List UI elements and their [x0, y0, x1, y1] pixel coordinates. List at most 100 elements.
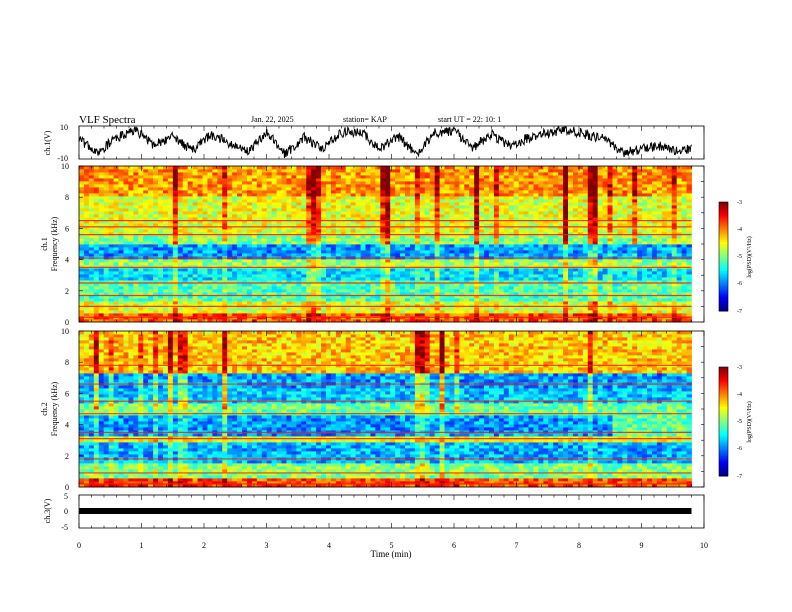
spectrogram-cell — [543, 211, 549, 215]
spectrogram-cell — [83, 304, 90, 308]
spectrogram-cell — [138, 232, 144, 236]
spectrogram-cell — [651, 220, 658, 224]
spectrogram-cell — [222, 229, 228, 233]
spectrogram-cell — [296, 268, 302, 272]
spectrogram-cell — [98, 274, 105, 278]
spectrogram-cell — [508, 253, 515, 257]
spectrogram-cell — [192, 238, 198, 242]
spectrogram-cell — [311, 235, 317, 239]
spectrogram-cell — [325, 229, 332, 233]
spectrogram-cell — [637, 307, 643, 311]
spectrogram-cell — [612, 241, 618, 245]
spectrogram-cell — [627, 262, 633, 266]
spectrogram-cell — [316, 211, 322, 215]
spectrogram-cell — [187, 307, 194, 311]
spectrogram-cell — [503, 289, 510, 293]
spectrogram-cell — [676, 217, 683, 221]
spectrogram-cell — [622, 211, 628, 215]
spectrogram-cell — [597, 244, 603, 248]
spectrogram-cell — [177, 250, 184, 254]
spectrogram-cell — [158, 304, 164, 308]
spectrogram-cell — [622, 235, 628, 239]
spectrogram-cell — [330, 298, 337, 302]
spectrogram-cell — [464, 319, 470, 323]
spectrogram-cell — [138, 292, 144, 296]
spectrogram-cell — [642, 235, 648, 239]
spectrogram-cell — [182, 214, 189, 218]
spectrogram-cell — [271, 229, 277, 233]
spectrogram-cell — [681, 304, 687, 308]
spectrogram-cell — [325, 301, 332, 305]
spectrogram-cell — [286, 286, 292, 290]
spectrogram-cell — [148, 271, 154, 275]
spectrogram-cell — [133, 217, 139, 221]
spectrogram-cell — [647, 220, 653, 224]
spectrogram-cell — [671, 238, 678, 242]
spectrogram-cell — [177, 220, 184, 224]
spectrogram-cell — [128, 271, 134, 275]
spectrogram-cell — [330, 265, 337, 269]
spectrogram-cell — [553, 280, 559, 284]
spectrogram-cell — [454, 247, 460, 251]
spectrogram-cell — [439, 319, 445, 323]
spectrogram-cell — [651, 286, 658, 290]
spectrogram-cell — [523, 220, 529, 224]
spectrogram-cell — [493, 235, 500, 239]
spectrogram-cell — [355, 280, 361, 284]
spectrogram-cell — [197, 241, 203, 245]
spectrogram-cell — [143, 307, 149, 311]
spectrogram-cell — [365, 214, 371, 218]
spectrogram-cell — [162, 232, 169, 236]
spectrogram-cell — [143, 310, 149, 314]
spectrogram-cell — [627, 205, 633, 209]
spectrogram-cell — [607, 262, 613, 266]
spectrogram-cell — [177, 277, 184, 281]
spectrogram-cell — [666, 205, 673, 209]
spectrogram-cell — [424, 310, 431, 314]
spectrogram-cell — [212, 265, 218, 269]
spectrogram-cell — [182, 310, 189, 314]
spectrogram-cell — [93, 250, 100, 254]
spectrogram-cell — [419, 319, 426, 323]
spectrogram-cell — [212, 310, 218, 314]
spectrogram-cell — [676, 223, 683, 227]
spectrogram-cell — [232, 205, 238, 209]
spectrogram-cell — [622, 232, 628, 236]
spectrogram-cell — [563, 313, 569, 317]
spectrogram-cell — [474, 304, 480, 308]
spectrogram-cell — [647, 295, 653, 299]
spectrogram-cell — [202, 289, 208, 293]
spectrogram-cell — [158, 268, 164, 272]
spectrogram-cell — [400, 208, 406, 212]
spectrogram-cell — [429, 259, 436, 263]
spectrogram-cell — [434, 286, 440, 290]
spectrogram-cell — [464, 232, 470, 236]
spectrogram-cell — [286, 319, 292, 323]
spectrogram-cell — [187, 274, 194, 278]
spectrogram-cell — [88, 223, 95, 227]
spectrogram-cell — [434, 235, 440, 239]
spectrogram-cell — [538, 235, 544, 239]
spectrogram-cell — [385, 283, 391, 287]
spectrogram-cell — [227, 265, 233, 269]
spectrogram-cell — [380, 274, 386, 278]
spectrogram-cell — [459, 280, 465, 284]
spectrogram-cell — [434, 253, 440, 257]
spectrogram-cell — [355, 271, 361, 275]
spectrogram-cell — [439, 253, 445, 257]
spectrogram-cell — [222, 271, 228, 275]
spectrogram-cell — [414, 274, 421, 278]
spectrogram-cell — [237, 220, 243, 224]
spectrogram-cell — [454, 238, 460, 242]
spectrogram-cell — [321, 235, 327, 239]
spectrogram-cell — [617, 217, 623, 221]
spectrogram-cell — [390, 280, 396, 284]
spectrogram-cell — [306, 250, 312, 254]
spectrogram-cell — [439, 289, 445, 293]
spectrogram-cell — [98, 295, 105, 299]
spectrogram-cell — [128, 208, 134, 212]
spectrogram-cell — [454, 250, 460, 254]
spectrogram-cell — [222, 220, 228, 224]
spectrogram-cell — [108, 250, 114, 254]
spectrogram-cell — [508, 301, 515, 305]
